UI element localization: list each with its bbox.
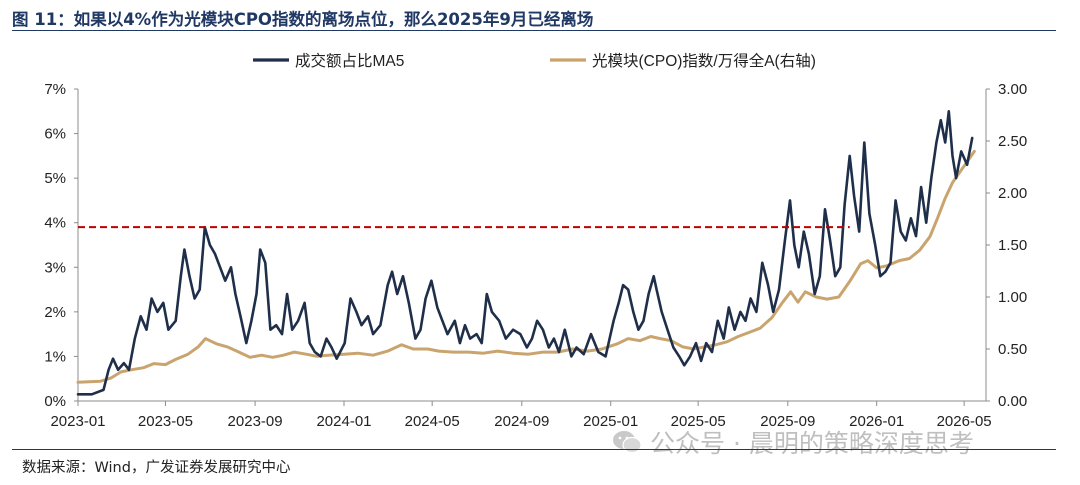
- legend-label: 光模块(CPO)指数/万得全A(右轴): [592, 52, 816, 70]
- x-tick-label: 2023-01: [50, 413, 105, 430]
- right-tick-label: 1.00: [998, 289, 1027, 306]
- left-tick-label: 4%: [44, 215, 66, 232]
- series-line-cpo-index: [76, 149, 976, 384]
- left-tick-label: 6%: [44, 126, 66, 143]
- right-tick-label: 1.50: [998, 237, 1027, 254]
- watermark-text: 公众号 · 晨明的策略深度思考: [650, 429, 974, 458]
- legend-label: 成交额占比MA5: [295, 52, 404, 70]
- x-tick-label: 2024-05: [405, 413, 460, 430]
- chart-area: 0% 1% 2% 3% 4% 5% 6% 7% 0.00 0.50 1.00 1.50 2.00 2.50…: [0, 34, 1080, 444]
- x-tick-label: 2025-09: [760, 413, 815, 430]
- x-tick-label: 2025-05: [671, 413, 726, 430]
- figure-title: 图 11：如果以4%作为光模块CPO指数的离场点位，那么2025年9月已经离场: [12, 10, 594, 29]
- left-tick-label: 1%: [44, 348, 66, 365]
- right-tick-label: 3.00: [998, 81, 1027, 98]
- left-tick-label: 2%: [44, 304, 66, 321]
- figure-title-bar: 图 11：如果以4%作为光模块CPO指数的离场点位，那么2025年9月已经离场: [12, 6, 1056, 29]
- x-tick-label: 2026-05: [937, 413, 992, 430]
- left-tick-label: 0%: [44, 393, 66, 410]
- right-tick-label: 0.00: [998, 393, 1027, 410]
- wechat-icon: [613, 431, 642, 454]
- x-tick-label: 2024-01: [316, 413, 371, 430]
- right-tick-label: 2.50: [998, 133, 1027, 150]
- x-tick-label: 2025-01: [583, 413, 638, 430]
- left-tick-label: 3%: [44, 259, 66, 276]
- left-tick-label: 7%: [44, 81, 66, 98]
- right-tick-label: 0.50: [998, 341, 1027, 358]
- data-source: 数据来源：Wind，广发证券发展研究中心: [22, 460, 291, 476]
- series-line-turnover-ma5: [76, 110, 974, 396]
- right-tick-label: 2.00: [998, 185, 1027, 202]
- x-tick-label: 2023-09: [228, 413, 283, 430]
- left-tick-label: 5%: [44, 170, 66, 187]
- x-tick-label: 2024-09: [494, 413, 549, 430]
- watermark: 公众号 · 晨明的策略深度思考: [612, 424, 974, 460]
- dual-axis-line-chart: 0% 1% 2% 3% 4% 5% 6% 7% 0.00 0.50 1.00 1.50 2.00 2.50…: [44, 52, 1027, 430]
- x-tick-label: 2026-01: [849, 413, 904, 430]
- footer-rule: [12, 449, 1056, 450]
- title-rule: [12, 30, 1056, 31]
- x-tick-label: 2023-05: [138, 413, 193, 430]
